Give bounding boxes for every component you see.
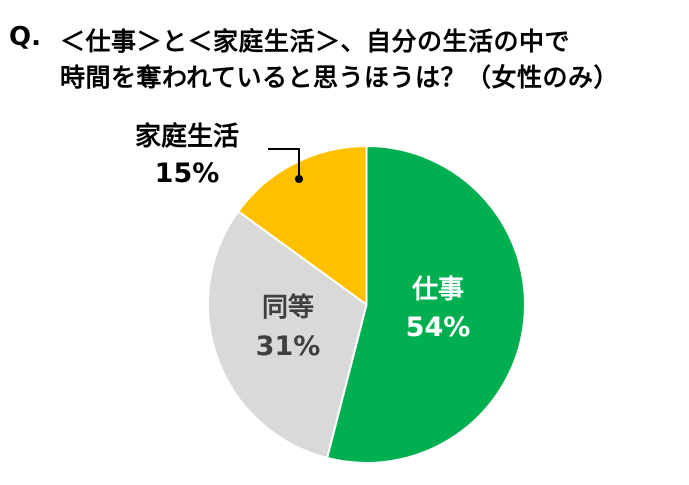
leader-dot-icon — [295, 175, 303, 183]
chart-title: Q. ＜仕事＞と＜家庭生活＞、自分の生活の中で 時間を奪われていると思うほうは？… — [0, 0, 689, 100]
slice-label-home-name: 家庭生活 — [134, 122, 239, 152]
slice-label-equal-pct: 31% — [255, 331, 321, 362]
slice-label-home-pct: 15% — [154, 158, 220, 189]
slice-label-work-name: 仕事 — [411, 275, 464, 305]
pie-slice-work — [326, 145, 526, 464]
pie-slice-equal — [207, 210, 368, 460]
pie-slices — [207, 145, 526, 464]
slice-label-home: 家庭生活 15% — [112, 124, 262, 187]
slice-label-equal-name: 同等 — [261, 293, 314, 323]
slice-label-work: 仕事 54% — [396, 277, 480, 341]
title-line-2: 時間を奪われていると思うほうは？（女性のみ） — [60, 63, 620, 92]
title-line-1: ＜仕事＞と＜家庭生活＞、自分の生活の中で — [60, 27, 571, 56]
slice-label-work-pct: 54% — [405, 312, 471, 343]
home-leader-line — [268, 148, 303, 183]
pie-slice-home — [237, 145, 368, 306]
question-prefix: Q. — [9, 22, 41, 52]
slice-label-equal: 同等 31% — [246, 295, 330, 360]
